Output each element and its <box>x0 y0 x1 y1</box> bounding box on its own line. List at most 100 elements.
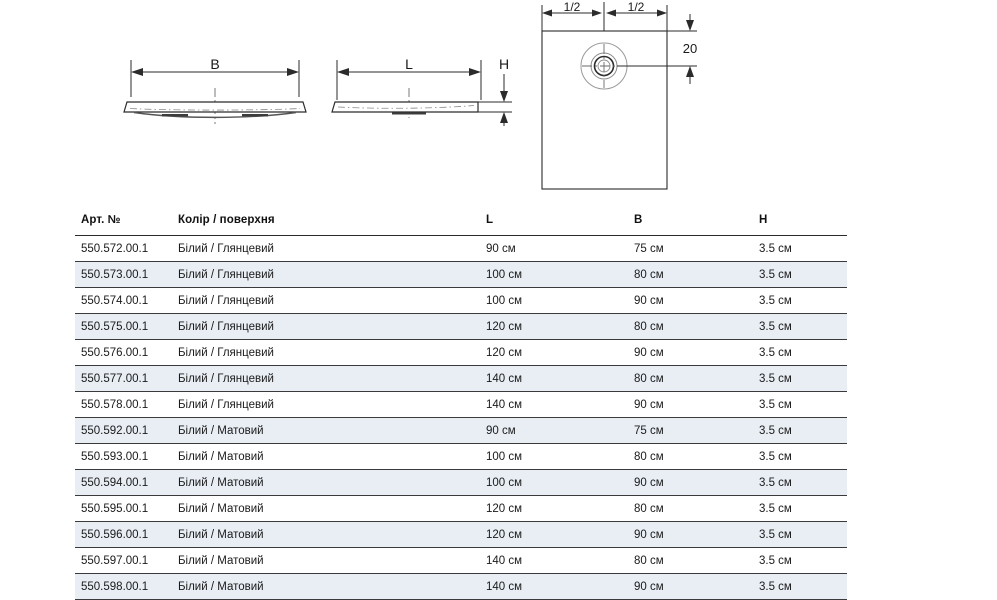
cell-length: 140 см <box>486 581 523 593</box>
front-elevation-drawing: B <box>110 52 320 132</box>
cell-article: 550.576.00.1 <box>81 347 149 359</box>
cell-width: 80 см <box>634 555 664 567</box>
cell-color: Білий / Глянцевий <box>178 321 274 333</box>
side-elevation-drawing: L H <box>326 52 522 132</box>
cell-length: 140 см <box>486 399 523 411</box>
cell-article: 550.595.00.1 <box>81 503 149 515</box>
cell-color: Білий / Матовий <box>178 555 264 567</box>
cell-color: Білий / Матовий <box>178 529 264 541</box>
table-row[interactable]: 550.577.00.1 Білий / Глянцевий 140 см 80 см… <box>75 365 847 392</box>
cell-height: 3.5 см <box>759 321 792 333</box>
cell-width: 80 см <box>634 503 664 515</box>
table-row[interactable]: 550.598.00.1 Білий / Матовий 140 см 90 см 3.… <box>75 573 847 600</box>
cell-height: 3.5 см <box>759 295 792 307</box>
cell-height: 3.5 см <box>759 529 792 541</box>
cell-article: 550.578.00.1 <box>81 399 149 411</box>
table-row[interactable]: 550.592.00.1 Білий / Матовий 90 см 75 см 3.5… <box>75 417 847 444</box>
side-elevation-svg: L H <box>331 56 512 126</box>
cell-length: 120 см <box>486 503 523 515</box>
table-row[interactable]: 550.576.00.1 Білий / Глянцевий 120 см 90 см… <box>75 340 847 366</box>
dimension-label-b: B <box>210 56 219 72</box>
cell-width: 90 см <box>634 399 664 411</box>
table-row[interactable]: 550.572.00.1 Білий / Глянцевий 90 см 75 см 3… <box>75 236 847 262</box>
cell-height: 3.5 см <box>759 347 792 359</box>
table-row[interactable]: 550.573.00.1 Білий / Глянцевий 100 см 80 см… <box>75 261 847 288</box>
cell-height: 3.5 см <box>759 243 792 255</box>
tray-shadow <box>133 111 297 119</box>
cell-width: 80 см <box>634 373 664 385</box>
cell-length: 140 см <box>486 555 523 567</box>
table-row[interactable]: 550.595.00.1 Білий / Матовий 120 см 80 см 3.… <box>75 496 847 522</box>
offset-arrow-up <box>686 66 694 77</box>
cell-length: 90 см <box>486 243 516 255</box>
specifications-table: Арт. № Колір / поверхня L B H 550.572.00… <box>75 214 847 600</box>
technical-drawings: B L <box>0 0 997 205</box>
cell-length: 140 см <box>486 373 523 385</box>
table-header: Арт. № Колір / поверхня L B H <box>75 214 847 236</box>
cell-article: 550.577.00.1 <box>81 373 149 385</box>
cell-length: 90 см <box>486 425 516 437</box>
tray-body-outline <box>123 101 307 113</box>
cell-article: 550.572.00.1 <box>81 243 149 255</box>
cell-article: 550.596.00.1 <box>81 529 149 541</box>
cell-height: 3.5 см <box>759 399 792 411</box>
tray-foot-left <box>162 114 188 117</box>
table-body: 550.572.00.1 Білий / Глянцевий 90 см 75 см 3… <box>75 236 847 600</box>
h-arrowhead-up <box>500 112 508 123</box>
cell-height: 3.5 см <box>759 451 792 463</box>
plan-label-half-right: 1/2 <box>628 0 645 14</box>
cell-width: 75 см <box>634 425 664 437</box>
cell-height: 3.5 см <box>759 373 792 385</box>
cell-article: 550.594.00.1 <box>81 477 149 489</box>
plan-view-svg: 1/2 1/2 20 <box>541 0 697 190</box>
arrowhead-right <box>287 68 299 76</box>
cell-width: 90 см <box>634 477 664 489</box>
arrowhead-left <box>131 68 143 76</box>
table-row[interactable]: 550.575.00.1 Білий / Глянцевий 120 см 80 см… <box>75 313 847 340</box>
table-row[interactable]: 550.596.00.1 Білий / Матовий 120 см 90 см 3.… <box>75 521 847 548</box>
cell-color: Білий / Матовий <box>178 425 264 437</box>
cell-length: 100 см <box>486 295 523 307</box>
cell-width: 90 см <box>634 581 664 593</box>
cell-width: 80 см <box>634 321 664 333</box>
cell-color: Білий / Матовий <box>178 451 264 463</box>
cell-length: 100 см <box>486 269 523 281</box>
cell-height: 3.5 см <box>759 503 792 515</box>
cell-color: Білий / Матовий <box>178 503 264 515</box>
cell-length: 100 см <box>486 477 523 489</box>
cell-article: 550.592.00.1 <box>81 425 149 437</box>
plan-arrow-far-right <box>657 9 667 17</box>
cell-article: 550.575.00.1 <box>81 321 149 333</box>
table-row[interactable]: 550.597.00.1 Білий / Матовий 140 см 80 см 3.… <box>75 548 847 574</box>
table-row[interactable]: 550.593.00.1 Білий / Матовий 100 см 80 см 3.… <box>75 444 847 470</box>
arrowhead-left <box>337 68 349 76</box>
cell-height: 3.5 см <box>759 477 792 489</box>
cell-article: 550.597.00.1 <box>81 555 149 567</box>
tray-inner-slope-line <box>129 108 301 111</box>
cell-color: Білий / Глянцевий <box>178 347 274 359</box>
tray-plan-outline <box>541 30 668 190</box>
front-elevation-svg: B <box>123 56 307 124</box>
dimension-label-l: L <box>405 56 413 72</box>
cell-width: 80 см <box>634 269 664 281</box>
column-header-color: Колір / поверхня <box>178 214 275 226</box>
table-header-row: Арт. № Колір / поверхня L B H <box>75 214 847 236</box>
cell-length: 120 см <box>486 321 523 333</box>
tray-inner-slope-line <box>337 105 475 109</box>
tray-foot-right <box>242 114 268 117</box>
cell-length: 100 см <box>486 451 523 463</box>
h-arrowhead-down <box>500 91 508 102</box>
table-row[interactable]: 550.574.00.1 Білий / Глянцевий 100 см 90 см… <box>75 288 847 314</box>
cell-height: 3.5 см <box>759 269 792 281</box>
offset-label-20: 20 <box>683 41 697 56</box>
table-row[interactable]: 550.578.00.1 Білий / Глянцевий 140 см 90 см… <box>75 392 847 418</box>
cell-article: 550.574.00.1 <box>81 295 149 307</box>
cell-article: 550.598.00.1 <box>81 581 149 593</box>
cell-length: 120 см <box>486 347 523 359</box>
table-row[interactable]: 550.594.00.1 Білий / Матовий 100 см 90 см 3.… <box>75 469 847 496</box>
cell-width: 90 см <box>634 295 664 307</box>
cell-height: 3.5 см <box>759 581 792 593</box>
cell-color: Білий / Глянцевий <box>178 373 274 385</box>
plan-view-drawing: 1/2 1/2 20 <box>522 0 712 200</box>
cell-width: 80 см <box>634 451 664 463</box>
